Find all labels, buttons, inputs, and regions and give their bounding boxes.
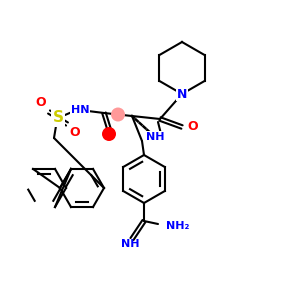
Text: HN: HN	[71, 105, 89, 115]
Circle shape	[111, 107, 125, 122]
Text: N: N	[177, 88, 187, 100]
Text: NH₂: NH₂	[166, 221, 189, 231]
Text: O: O	[187, 119, 198, 133]
Text: O: O	[36, 97, 46, 110]
Text: O: O	[70, 127, 80, 140]
Text: NH: NH	[146, 132, 164, 142]
Text: NH: NH	[121, 239, 139, 249]
Text: S: S	[52, 110, 64, 125]
Circle shape	[102, 127, 116, 141]
